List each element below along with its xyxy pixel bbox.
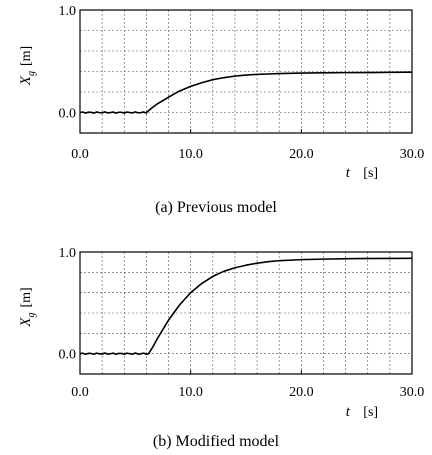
y-tick-label: 0.0 [59, 348, 77, 363]
y-axis-subscript: g [26, 313, 37, 318]
x-tick-label: 30.0 [400, 385, 425, 400]
x-axis-label: t [346, 404, 351, 420]
x-tick-label: 20.0 [289, 385, 314, 400]
series-line-a [79, 71, 413, 114]
y-tick-label: 1.0 [59, 246, 77, 261]
y-axis-symbol: X [18, 317, 34, 328]
plot-frame [79, 251, 413, 375]
y-axis-symbol: X [18, 75, 34, 86]
series-line-b [79, 257, 413, 356]
chart-caption-a: (a) Previous model [155, 199, 277, 216]
x-axis-label: t [346, 165, 351, 181]
x-axis-unit: [s] [363, 166, 378, 181]
x-axis-unit: [s] [363, 405, 378, 420]
x-tick-label: 0.0 [71, 147, 89, 162]
chart-panel-b: 0.0 10.0 20.0 30.0 0.0 1.0 t [s] Xg [m] (b) Modifi… [18, 246, 424, 450]
y-axis-unit: [m] [19, 46, 34, 66]
chart-panel-a: 0.0 10.0 20.0 30.0 0.0 1.0 t [s] Xg [m] (a) Previo… [18, 4, 424, 216]
plot-frame [79, 9, 413, 134]
chart-caption-b: (b) Modified model [153, 433, 280, 450]
y-tick-label: 0.0 [59, 107, 77, 122]
y-axis-label: Xg [m] [18, 46, 37, 86]
y-axis-label: Xg [m] [18, 287, 37, 327]
x-tick-label: 30.0 [400, 147, 425, 162]
x-tick-label: 0.0 [71, 385, 89, 400]
x-tick-label: 20.0 [289, 147, 314, 162]
y-tick-label: 1.0 [59, 4, 77, 19]
x-tick-label: 10.0 [178, 147, 203, 162]
y-axis-unit: [m] [19, 287, 34, 307]
y-axis-subscript: g [26, 71, 37, 76]
x-tick-label: 10.0 [178, 385, 203, 400]
